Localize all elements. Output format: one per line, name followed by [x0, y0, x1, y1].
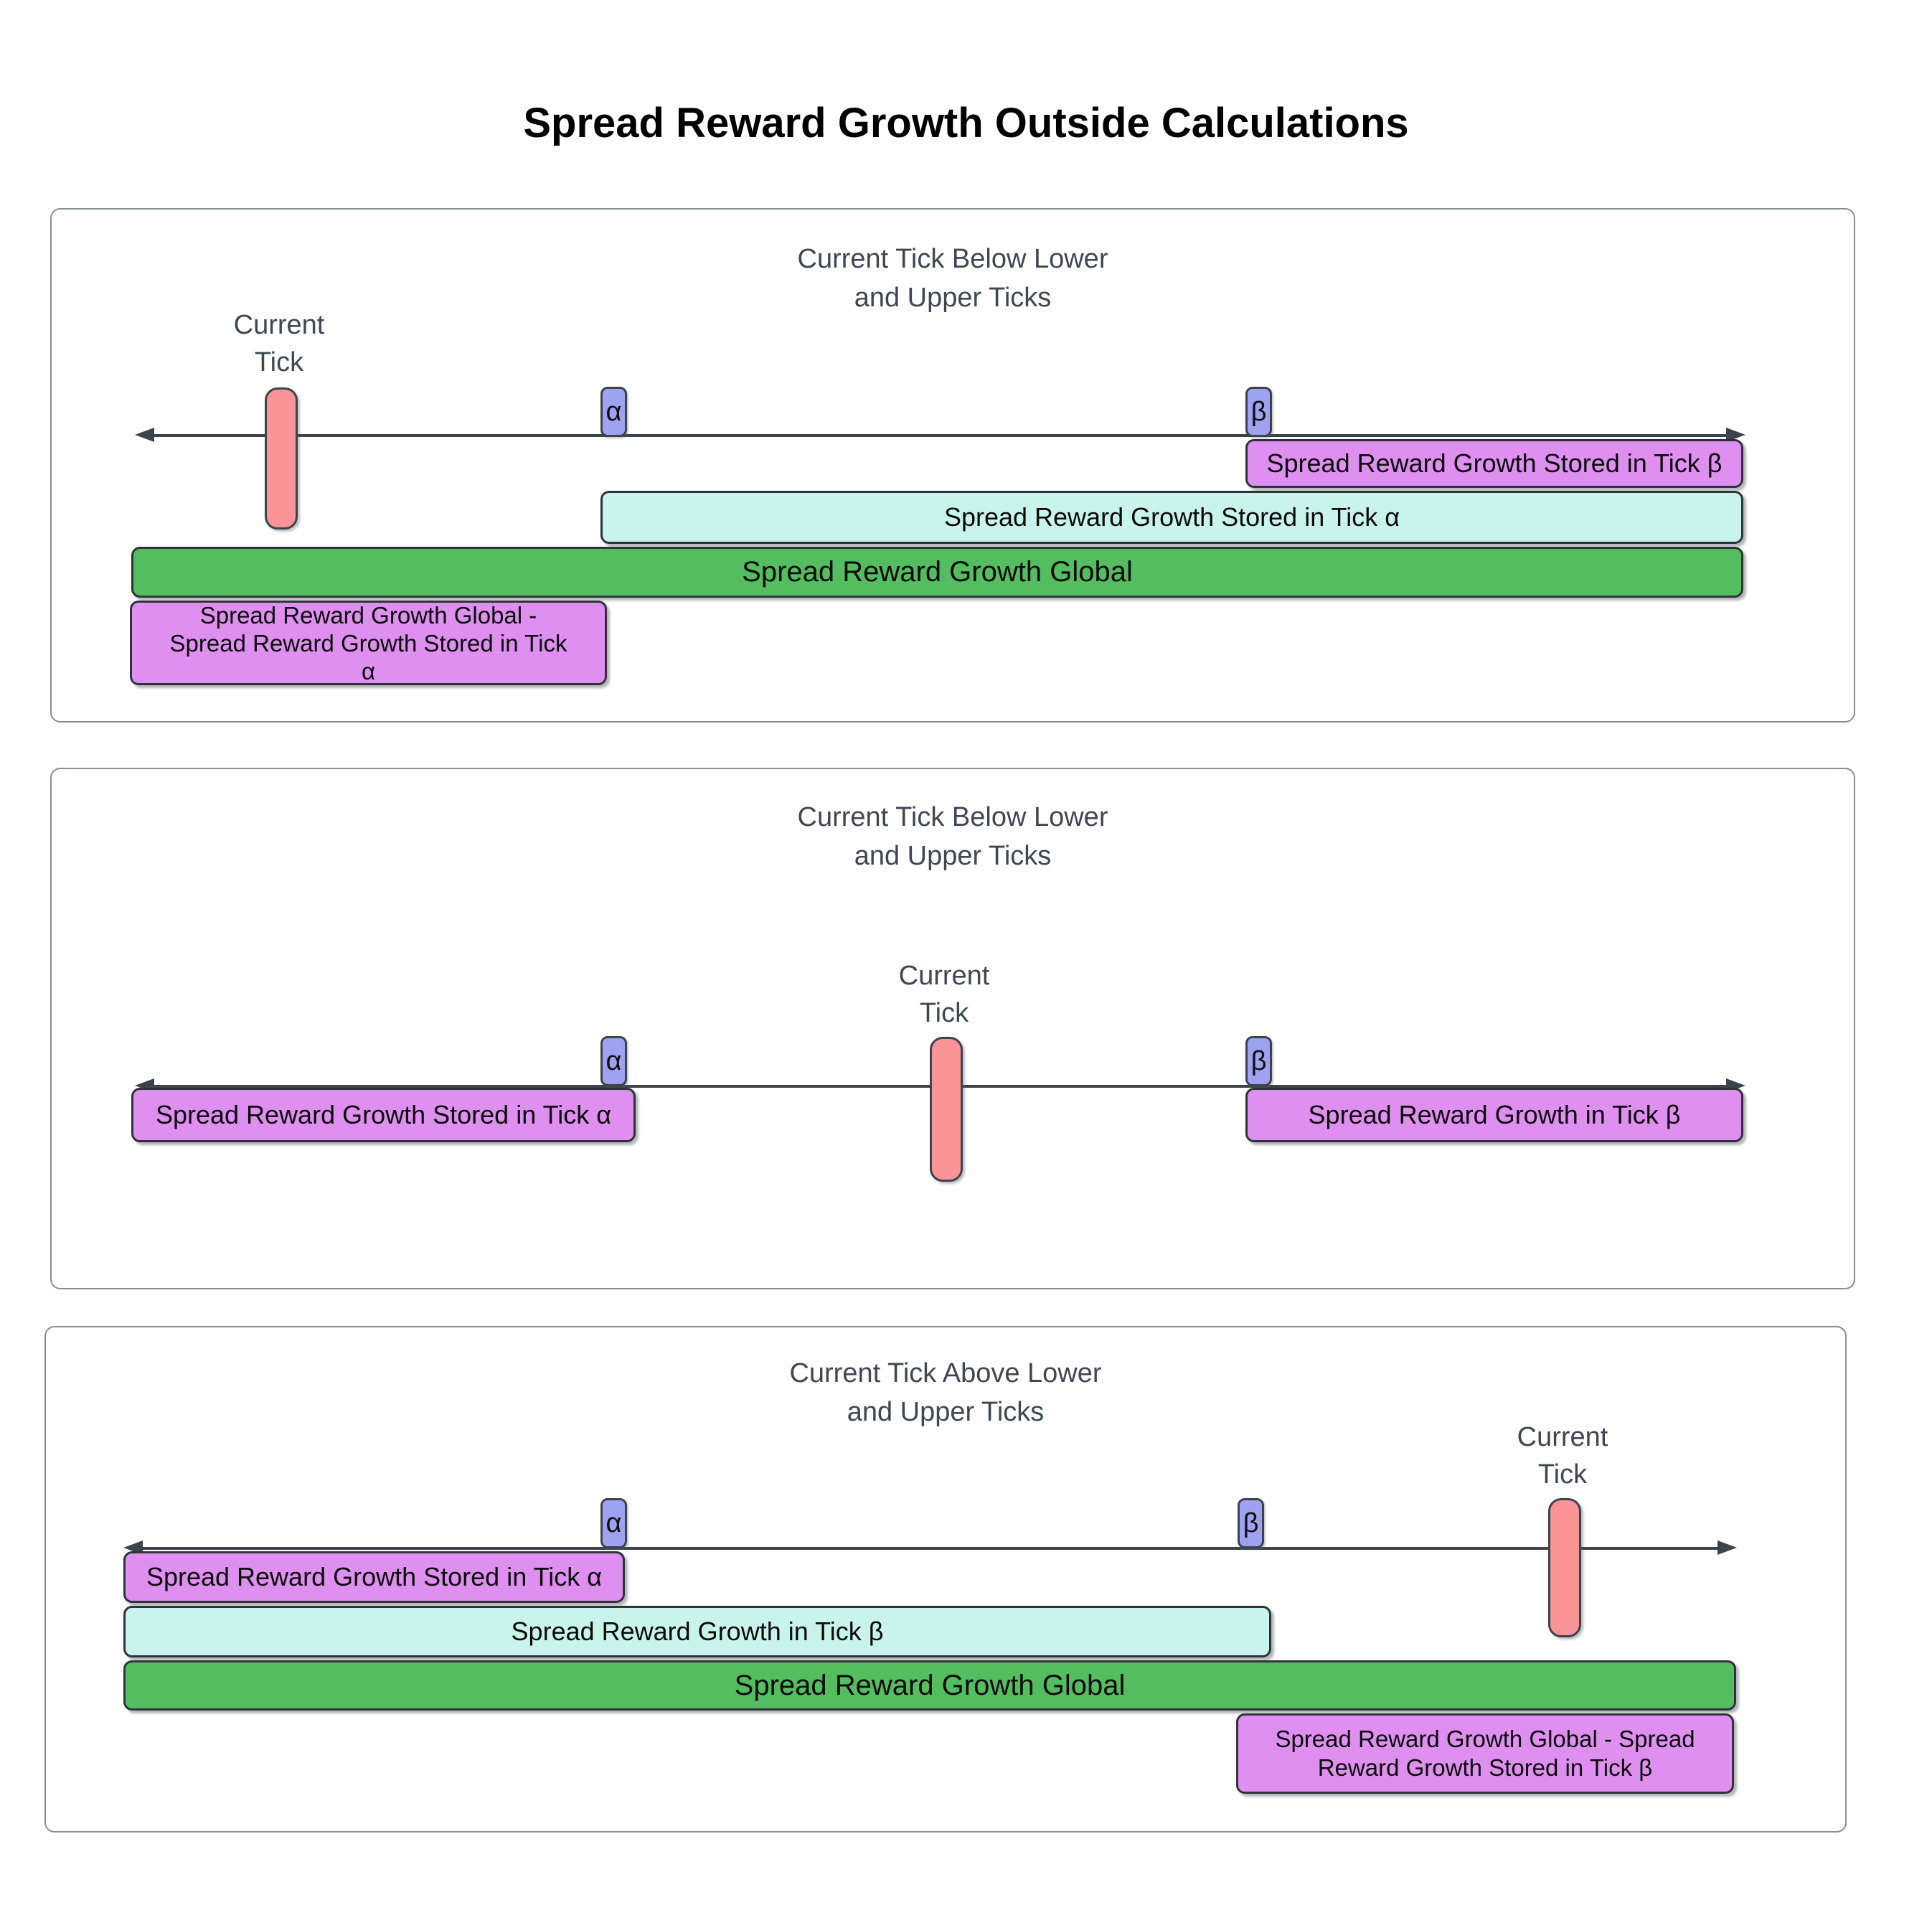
panel-1-heading-line1: Current Tick Below Lower [797, 244, 1108, 274]
beta-tick-marker: β [1245, 387, 1272, 437]
scenario-panel-3: Current Tick Above Lower and Upper Ticks… [44, 1326, 1847, 1833]
panel-3-heading-line1: Current Tick Above Lower [789, 1358, 1102, 1388]
bar-global-minus-stored-alpha: Spread Reward Growth Global - Spread Rew… [130, 601, 607, 685]
bar-stored-in-tick-beta: Spread Reward Growth Stored in Tick β [1245, 439, 1743, 488]
bar-global-minus-stored-beta: Spread Reward Growth Global - Spread Rew… [1236, 1713, 1734, 1794]
panel-3-current-tick-label: Current Tick [1517, 1422, 1608, 1490]
alpha-tick-marker: α [600, 1036, 627, 1086]
bar-stored-in-tick-alpha: Spread Reward Growth Stored in Tick α [131, 1088, 636, 1142]
bar-growth-global: Spread Reward Growth Global [123, 1660, 1736, 1711]
panel-2-heading: Current Tick Below Lower and Upper Ticks [52, 798, 1854, 875]
current-tick-marker [1548, 1498, 1581, 1637]
scenario-panel-2: Current Tick Below Lower and Upper Ticks… [50, 768, 1855, 1289]
panel-2-heading-line1: Current Tick Below Lower [797, 802, 1108, 832]
number-line [145, 434, 1730, 437]
beta-tick-marker: β [1245, 1036, 1272, 1086]
bar-stored-in-tick-alpha: Spread Reward Growth Stored in Tick α [600, 491, 1743, 544]
number-line [133, 1547, 1728, 1550]
page-title: Spread Reward Growth Outside Calculation… [523, 100, 1409, 146]
right-arrowhead-icon [1717, 1540, 1737, 1555]
panel-2-heading-line2: and Upper Ticks [854, 841, 1052, 871]
current-tick-marker [265, 387, 298, 530]
bar-stored-in-tick-alpha: Spread Reward Growth Stored in Tick α [123, 1551, 625, 1603]
panel-1-current-tick-label: Current Tick [233, 310, 325, 377]
bar-growth-global: Spread Reward Growth Global [131, 547, 1743, 598]
panel-3-heading-line2: and Upper Ticks [847, 1397, 1045, 1427]
panel-1-heading-line2: and Upper Ticks [854, 283, 1052, 313]
panel-1-heading: Current Tick Below Lower and Upper Ticks [52, 240, 1854, 317]
alpha-tick-marker: α [600, 387, 627, 437]
right-arrowhead-icon [1726, 428, 1745, 442]
alpha-tick-marker: α [600, 1498, 627, 1548]
panel-2-current-tick-label: Current Tick [898, 961, 990, 1028]
scenario-panel-1: Current Tick Below Lower and Upper Ticks… [50, 208, 1855, 723]
panel-3-heading: Current Tick Above Lower and Upper Ticks [46, 1354, 1845, 1431]
bar-growth-in-tick-beta: Spread Reward Growth in Tick β [1245, 1088, 1743, 1142]
bar-growth-in-tick-beta: Spread Reward Growth in Tick β [123, 1606, 1271, 1657]
left-arrowhead-icon [135, 428, 154, 442]
current-tick-marker [930, 1037, 963, 1182]
beta-tick-marker: β [1238, 1498, 1264, 1548]
